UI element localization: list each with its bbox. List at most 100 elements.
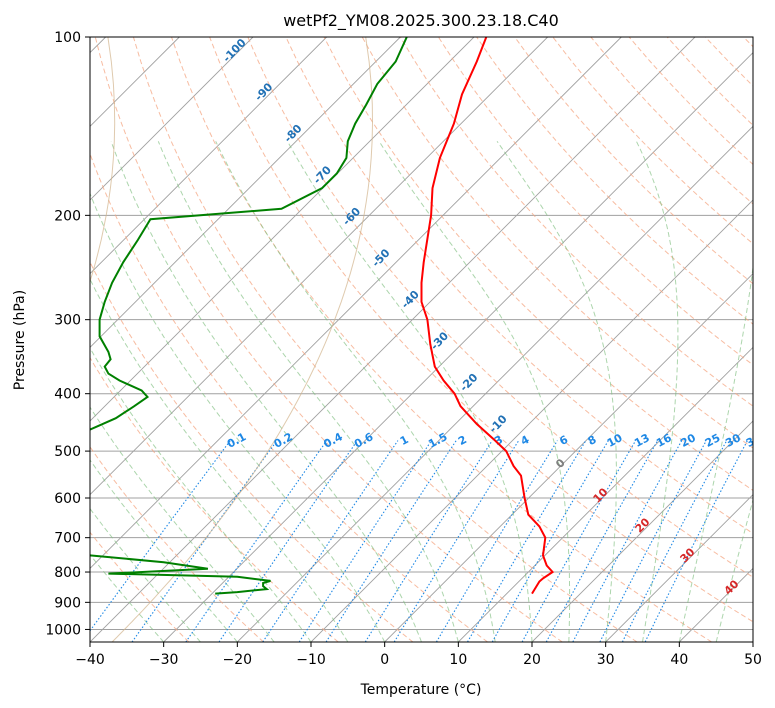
moist-adiabat-line <box>90 459 238 642</box>
isotherm-line <box>90 37 475 422</box>
mixing-ratio-line <box>467 440 587 642</box>
moist-adiabat-label: 40 <box>722 577 742 597</box>
y-axis-label: Pressure (hPa) <box>12 290 28 390</box>
mixing-ratio-line <box>262 440 399 642</box>
isotherm-line <box>90 37 401 348</box>
y-axis-ticks: 100 200 300 400 500 600 700 800 900 1000 <box>45 30 90 638</box>
mixing-ratio-label: 0.1 <box>225 430 248 451</box>
x-tick-label: 20 <box>523 652 541 668</box>
isotherm-line <box>531 420 753 642</box>
y-tick-label: 500 <box>54 444 81 460</box>
mixing-ratio-line <box>393 440 520 642</box>
mixing-ratio-label: 16 <box>654 431 674 450</box>
moist-adiabat-line <box>496 141 617 642</box>
x-tick-label: −20 <box>223 652 253 668</box>
y-tick-label: 900 <box>54 595 81 611</box>
y-tick-label: 100 <box>54 30 81 46</box>
dry-adiabat-line <box>94 37 563 642</box>
dry-adiabat-line <box>704 37 753 87</box>
dry-adiabat-line <box>209 37 753 623</box>
mixing-ratio-line <box>599 440 707 642</box>
moist-adiabat-line <box>157 141 459 642</box>
isotherm-line <box>384 273 753 642</box>
mixing-ratio-line <box>325 440 457 642</box>
moist-adiabat-line <box>678 263 753 642</box>
dry-adiabat-line <box>361 37 753 449</box>
x-tick-label: −10 <box>296 652 326 668</box>
mixing-ratio-label: 13 <box>632 431 652 450</box>
moist-adiabat-label: 0 <box>553 456 568 471</box>
dry-adiabat-line <box>323 37 753 491</box>
y-tick-label: 700 <box>54 531 81 547</box>
isotherm-line <box>90 37 254 201</box>
x-axis-label: Temperature (°C) <box>360 682 482 698</box>
x-tick-label: 0 <box>380 652 389 668</box>
mixing-ratio-label: 8 <box>586 433 599 448</box>
moist-adiabat-line <box>90 406 275 642</box>
moist-adiabat-line <box>110 141 422 642</box>
dry-adiabat-line <box>743 37 753 48</box>
dry-adiabat-label: -100 <box>220 36 249 65</box>
dry-adiabat-label: -90 <box>252 80 275 104</box>
chart-title: wetPf2_YM08.2025.300.23.18.C40 <box>283 11 559 31</box>
sounding-profiles <box>90 37 555 595</box>
y-tick-label: 400 <box>54 387 81 403</box>
moist-adiabat-line <box>635 141 679 642</box>
dry-adiabat-line <box>285 37 753 535</box>
dry-adiabat-line <box>171 37 712 642</box>
mixing-ratio-line <box>364 440 493 642</box>
mixing-ratio-line <box>621 440 728 642</box>
y-tick-label: 300 <box>54 313 81 329</box>
temperature-profile-line <box>420 37 555 595</box>
x-axis-ticks: −40 −30 −20 −10 0 10 20 30 40 50 <box>75 642 762 668</box>
dry-adiabat-line <box>90 356 339 642</box>
mixing-ratio-line <box>218 440 358 642</box>
dry-adiabat-line <box>399 37 753 407</box>
mixing-ratio-line <box>298 440 432 642</box>
moist-adiabat-label: 30 <box>678 545 698 565</box>
x-tick-label: 10 <box>449 652 467 668</box>
mixing-ratio-line <box>90 440 231 632</box>
x-tick-label: 50 <box>744 652 762 668</box>
isotherm-line <box>237 125 753 642</box>
moist-adiabat-line <box>90 507 201 642</box>
dry-adiabat-label: -20 <box>457 371 480 395</box>
y-tick-label: 600 <box>54 491 81 507</box>
mixing-ratio-label: 36 <box>744 431 764 450</box>
isotherm-line <box>90 37 548 496</box>
background-reference-lines <box>90 37 753 642</box>
dry-adiabat-line <box>90 446 264 642</box>
x-tick-label: −40 <box>75 652 105 668</box>
mixing-ratio-label: 10 <box>605 431 625 450</box>
x-tick-label: 30 <box>597 652 615 668</box>
moist-adiabat-line <box>215 141 496 642</box>
mixing-ratio-label: 1 <box>398 433 411 448</box>
mixing-ratio-line <box>545 440 659 642</box>
dry-adiabat-label: -80 <box>282 122 305 146</box>
mixing-ratio-label: 0.2 <box>272 430 295 451</box>
isotherm-line <box>752 641 753 642</box>
moist-adiabat-line <box>90 347 312 642</box>
reference-line-labels: -100-90-80-70-60-50-40-30-20-100.1 0.2 0.4… <box>220 36 764 598</box>
mixing-ratio-line <box>435 440 558 642</box>
moist-adiabat-line <box>90 278 349 642</box>
dry-adiabat-line <box>132 37 638 642</box>
mixing-ratio-label: 20 <box>678 431 698 450</box>
moist-adiabat-line <box>715 497 753 642</box>
mixing-ratio-line <box>572 440 683 642</box>
isotherm-line <box>90 37 622 569</box>
moist-adiabat-line <box>90 192 386 642</box>
x-tick-label: −30 <box>149 652 179 668</box>
dry-adiabat-line <box>90 260 414 642</box>
y-tick-label: 800 <box>54 565 81 581</box>
dry-adiabat-line <box>514 37 753 285</box>
isotherm-line <box>90 37 696 642</box>
mixing-ratio-line <box>185 440 328 642</box>
dry-adiabat-line <box>90 152 488 642</box>
mixing-ratio-line <box>491 440 609 642</box>
isotherm-line <box>90 37 327 275</box>
dry-adiabat-label: -50 <box>369 246 392 270</box>
moist-adiabat-label: 20 <box>633 515 653 535</box>
dewpoint-profile-line <box>90 37 408 595</box>
